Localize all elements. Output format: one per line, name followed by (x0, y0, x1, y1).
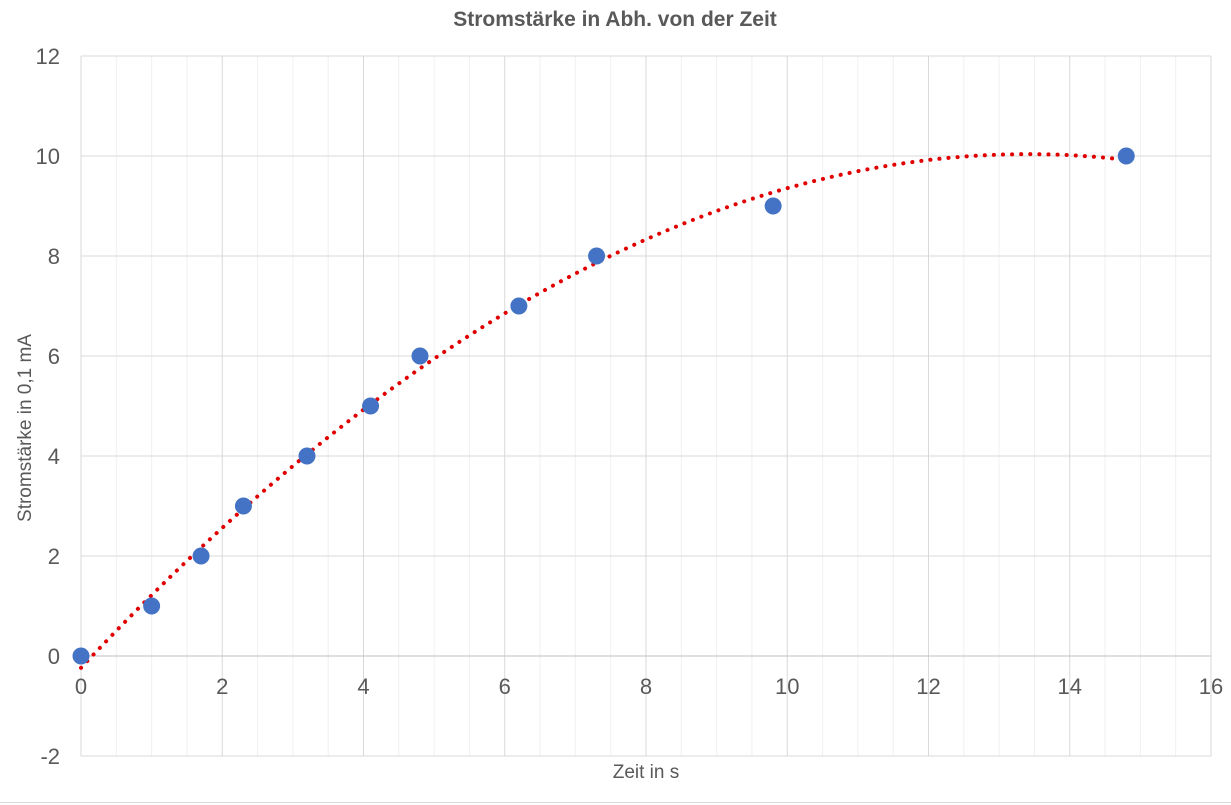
x-tick-label: 2 (216, 674, 228, 699)
y-tick-label: 12 (36, 44, 60, 69)
data-point (192, 547, 210, 565)
data-point (298, 447, 316, 465)
y-axis-label: Stromstärke in 0,1 mA (15, 334, 36, 522)
y-tick-label: 8 (48, 244, 60, 269)
x-tick-label: 16 (1199, 674, 1223, 699)
x-tick-label: 12 (916, 674, 940, 699)
x-tick-label: 14 (1058, 674, 1082, 699)
data-point (362, 397, 380, 415)
y-tick-label: 2 (48, 544, 60, 569)
chart-title: Stromstärke in Abh. von der Zeit (453, 8, 777, 31)
y-tick-label: 6 (48, 344, 60, 369)
data-points (72, 147, 1135, 665)
trendline-path (79, 152, 1129, 670)
data-point (510, 297, 528, 315)
y-tick-label: -2 (40, 744, 60, 769)
data-point (72, 647, 90, 665)
data-point (588, 247, 606, 265)
x-tick-label: 6 (499, 674, 511, 699)
major-gridlines (80, 55, 1212, 757)
data-point (234, 497, 252, 515)
minor-gridlines (115, 56, 1177, 756)
data-point (411, 347, 429, 365)
data-point (1117, 147, 1135, 165)
data-point (143, 597, 161, 615)
trendline (79, 152, 1129, 670)
x-tick-label: 0 (75, 674, 87, 699)
x-tick-label: 8 (640, 674, 652, 699)
x-tick-label: 10 (775, 674, 799, 699)
y-tick-label: 4 (48, 444, 60, 469)
data-point (764, 197, 782, 215)
y-tick-label: 0 (48, 644, 60, 669)
bottom-divider (0, 802, 1231, 803)
y-tick-label: 10 (36, 144, 60, 169)
x-tick-label: 4 (357, 674, 369, 699)
tick-labels: 0 2 4 6 8 10 12 14 16 -2 0 2 4 6 8 10 12 (36, 44, 1224, 769)
x-axis-label: Zeit in s (613, 762, 680, 783)
